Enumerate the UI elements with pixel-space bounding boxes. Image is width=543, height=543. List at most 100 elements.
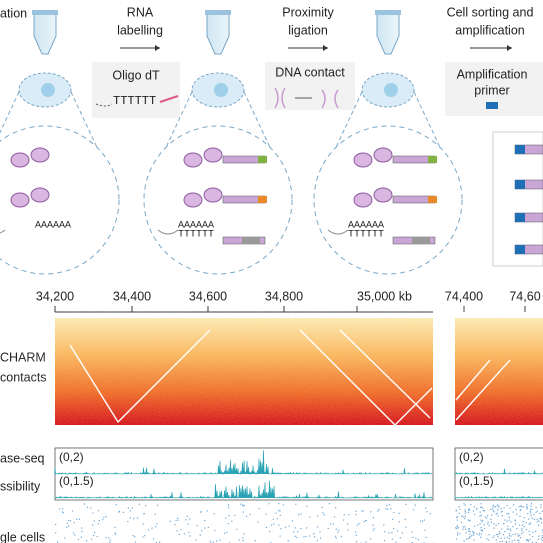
cell-dot bbox=[386, 505, 388, 507]
cell-dot bbox=[249, 513, 251, 516]
cell-dot bbox=[169, 520, 171, 523]
cell-dot bbox=[145, 504, 147, 507]
cell-dot bbox=[254, 540, 256, 542]
cell-dot bbox=[62, 512, 64, 514]
cell-dot bbox=[282, 504, 284, 506]
signal bbox=[54, 480, 433, 500]
cell-dot bbox=[506, 504, 508, 507]
nucleosome bbox=[353, 152, 373, 168]
nucleosome bbox=[183, 192, 203, 208]
seq-label: TTTTTT bbox=[348, 230, 384, 241]
cell-dot bbox=[80, 536, 82, 538]
cell-dot bbox=[464, 526, 466, 528]
cell-dot bbox=[72, 532, 75, 534]
cell-dot bbox=[415, 537, 417, 539]
cell-dot bbox=[365, 519, 367, 522]
cell-dot bbox=[523, 516, 525, 519]
inset-box bbox=[92, 62, 180, 118]
cell-dot bbox=[480, 536, 482, 539]
cell-dot bbox=[288, 525, 290, 527]
cell-dot bbox=[512, 533, 514, 536]
cell-dot bbox=[223, 532, 226, 534]
cell-dot bbox=[529, 522, 532, 524]
axis-tick-label: 34,200 bbox=[36, 289, 74, 303]
cell-dot bbox=[537, 524, 540, 526]
cell-dot bbox=[456, 532, 459, 534]
cell-dot bbox=[391, 532, 393, 534]
cell-dot bbox=[533, 513, 535, 516]
cell-dot bbox=[474, 525, 476, 527]
cell-dot bbox=[501, 540, 503, 542]
cell-dot bbox=[62, 508, 64, 510]
tag-bar bbox=[428, 156, 437, 163]
cell-dot bbox=[495, 506, 497, 508]
tag-bar bbox=[412, 237, 430, 244]
cell-dot bbox=[319, 537, 322, 539]
cell-dot bbox=[495, 539, 497, 541]
cell-dot bbox=[127, 520, 129, 523]
cell-dot bbox=[488, 534, 490, 536]
strand bbox=[95, 103, 113, 107]
cell-dot bbox=[93, 531, 96, 534]
cell-dot bbox=[329, 523, 331, 525]
cell-dot bbox=[526, 506, 528, 509]
cell-dot bbox=[114, 526, 116, 528]
cell-dot bbox=[491, 514, 493, 516]
cell-dot bbox=[342, 519, 345, 521]
cell-dot bbox=[404, 518, 406, 520]
nucleosome bbox=[203, 187, 223, 203]
cell-dot bbox=[355, 534, 357, 536]
cell-dot bbox=[275, 512, 277, 514]
step-label: RNA bbox=[127, 5, 154, 19]
cell-dot bbox=[488, 525, 490, 527]
cell-dot bbox=[480, 519, 482, 521]
step-label: ation bbox=[0, 6, 27, 20]
cell-dot bbox=[337, 531, 339, 533]
tube-cap bbox=[32, 10, 58, 15]
cell-dot bbox=[178, 533, 180, 536]
cell-dot bbox=[482, 519, 484, 522]
cell-dot bbox=[174, 524, 176, 526]
cell-dot bbox=[272, 518, 274, 520]
cell-dot bbox=[478, 532, 481, 534]
cell-dot bbox=[103, 516, 105, 519]
cell-dot bbox=[465, 532, 467, 534]
cell-dot bbox=[479, 515, 481, 517]
cell-dot bbox=[297, 531, 299, 533]
cell-dot bbox=[335, 506, 337, 509]
row-label: gle cells bbox=[0, 530, 45, 543]
cell-dot bbox=[270, 524, 273, 526]
cell-dot bbox=[93, 534, 95, 537]
cell-dot bbox=[532, 531, 534, 533]
cell-dot bbox=[526, 506, 528, 508]
nucleosome bbox=[10, 192, 30, 208]
cell-dot bbox=[66, 526, 68, 529]
cell-dot bbox=[457, 527, 460, 529]
cell-dot bbox=[510, 521, 512, 523]
cell-dot bbox=[528, 530, 530, 533]
cell-dot bbox=[78, 518, 81, 520]
cell-dot bbox=[464, 509, 466, 511]
cell-dot bbox=[61, 511, 63, 513]
cell-dot bbox=[471, 535, 473, 537]
cell-dot bbox=[528, 523, 530, 525]
cell-dot bbox=[479, 523, 481, 525]
cell-dot bbox=[265, 513, 267, 515]
cell-dot bbox=[506, 528, 509, 530]
cell-dot bbox=[268, 503, 270, 505]
cell-dot bbox=[332, 523, 334, 525]
cell-dot bbox=[129, 510, 132, 512]
product-primer bbox=[515, 145, 525, 154]
tube-cap bbox=[375, 10, 401, 15]
cell-dot bbox=[458, 506, 460, 508]
cell-dot bbox=[225, 517, 227, 519]
cell-dot bbox=[297, 514, 300, 516]
workflow: ation RNA labelling Proximity ligation C… bbox=[0, 5, 543, 267]
cell-dot bbox=[399, 537, 401, 539]
cell-dot bbox=[412, 509, 415, 511]
cell-dot bbox=[189, 518, 191, 520]
cell-dot bbox=[132, 534, 134, 537]
row-label: ase-seq bbox=[0, 451, 45, 465]
cell-dot bbox=[496, 512, 498, 514]
cell-dot bbox=[177, 519, 180, 521]
